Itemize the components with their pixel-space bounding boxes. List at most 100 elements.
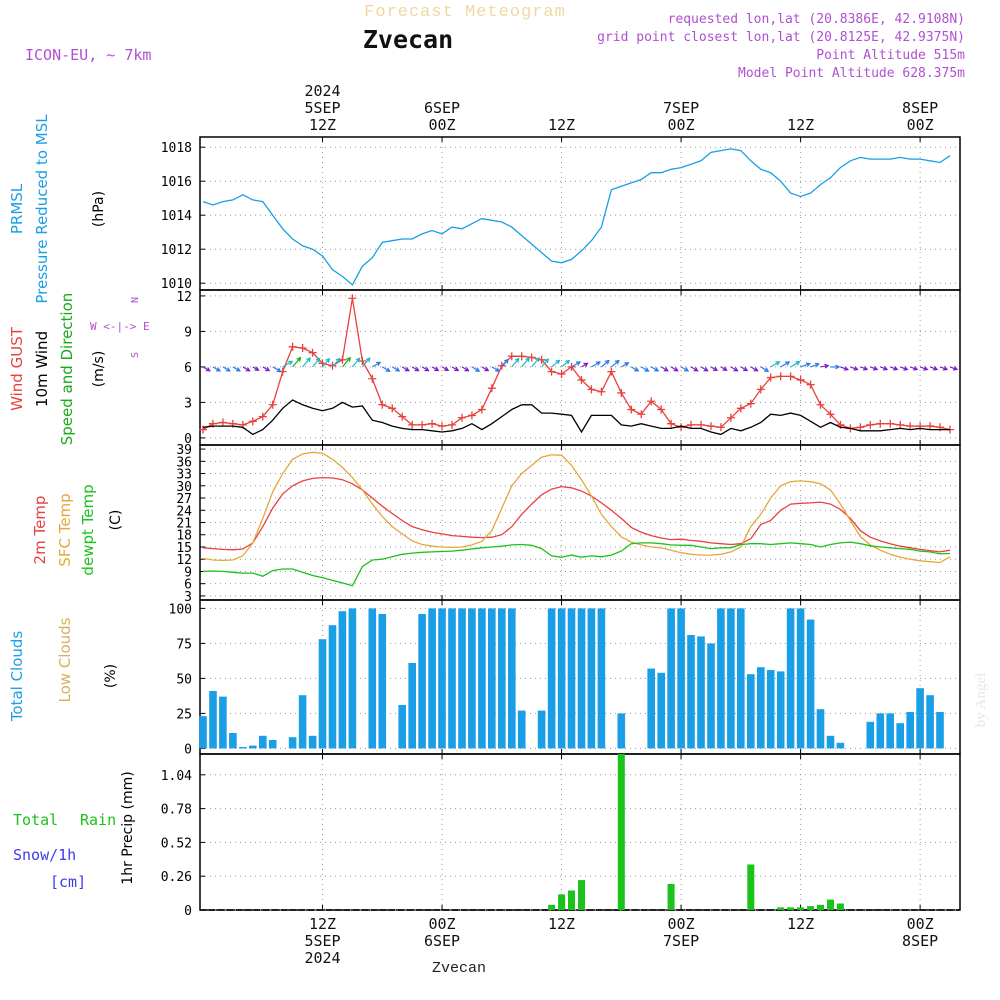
y-tick-label: 0: [184, 742, 192, 757]
wind-arrow: [471, 366, 480, 372]
precip-bar: [558, 894, 566, 910]
x-tick-label-bottom: 7SEP: [663, 932, 699, 950]
wind-arrow-head: [245, 367, 251, 372]
cloud-bar: [866, 721, 875, 749]
data-point: [348, 294, 357, 303]
x-tick-label-bottom: 12Z: [787, 915, 814, 933]
cloud-bar: [318, 639, 327, 749]
location-title: Zvecan: [363, 25, 453, 54]
wind-arrow: [919, 366, 928, 371]
wind-arrow: [541, 358, 549, 368]
precip-bar: [836, 903, 844, 910]
y-tick-label: 1016: [161, 175, 192, 190]
y-tick-label: 6: [184, 361, 192, 376]
wind-arrow: [222, 366, 231, 372]
legend-snow-unit: [cm]: [50, 873, 86, 891]
legend-total: Total: [13, 811, 58, 829]
cloud-bar: [816, 709, 825, 749]
x-tick-label-top: 7SEP: [663, 99, 699, 117]
credit-watermark: by Angel: [973, 673, 989, 728]
wind-arrow-head: [385, 367, 391, 372]
cloud-bar: [876, 713, 885, 749]
axis-label-unit: (m/s): [91, 351, 107, 388]
cloud-bar: [498, 608, 506, 749]
y-tick-label: 33: [176, 468, 192, 483]
data-point: [507, 352, 516, 361]
cloud-bar: [717, 608, 725, 749]
x-tick-label-top: 12Z: [787, 116, 814, 134]
data-point: [248, 417, 257, 426]
x-tick-label-top: 12Z: [548, 116, 575, 134]
wind-arrow: [770, 361, 780, 368]
wind-arrow-head: [712, 366, 719, 372]
data-point: [418, 420, 427, 429]
wind-arrow-head: [565, 359, 571, 365]
data-point: [328, 361, 337, 370]
wind-arrow-head: [644, 367, 650, 372]
wind-arrow: [282, 360, 293, 368]
y-tick-label: 3: [184, 396, 192, 411]
cloud-bar: [259, 735, 267, 749]
x-tick-label-bottom: 00Z: [428, 915, 455, 933]
data-point: [796, 375, 805, 384]
wind-arrow-head: [484, 366, 490, 372]
data-point: [667, 419, 676, 428]
cloud-bar: [199, 716, 207, 749]
cloud-bar: [687, 635, 695, 749]
cloud-bar: [557, 608, 566, 749]
cloud-bar: [796, 608, 805, 749]
wind-arrow: [790, 361, 800, 368]
wind-arrow-head: [913, 366, 919, 371]
data-point: [736, 404, 745, 413]
precip-bar: [667, 884, 675, 910]
cloud-bar: [757, 667, 765, 749]
cloud-bar: [547, 608, 556, 749]
wind-arrow: [322, 358, 330, 368]
wind-arrow-head: [604, 359, 610, 365]
wind-arrow-head: [215, 367, 221, 372]
cloud-bar: [338, 611, 347, 749]
wind-arrow-head: [254, 366, 260, 371]
cloud-bar: [647, 668, 655, 749]
cloud-bar: [597, 608, 606, 749]
axis-label-unit: (hPa): [91, 191, 107, 227]
series-line: [202, 476, 951, 553]
data-point: [587, 385, 596, 394]
data-point: [766, 373, 775, 382]
wind-arrow-head: [464, 366, 470, 372]
wind-arrow-head: [205, 367, 211, 372]
wind-arrow-head: [795, 361, 801, 366]
wind-arrow: [640, 366, 649, 372]
wind-arrow: [272, 366, 281, 372]
panel-precip: 0 0.26 0.52 0.78 1.04: [161, 753, 961, 919]
wind-arrow-head: [365, 357, 371, 363]
series-line: [202, 298, 951, 431]
data-point: [448, 420, 456, 429]
panel-wind: 0 3 6 9 12: [176, 289, 961, 447]
cloud-bar: [727, 608, 735, 749]
cloud-bar: [249, 745, 257, 749]
data-point: [268, 400, 277, 409]
y-tick-label: 75: [176, 637, 192, 652]
cloud-bar: [239, 747, 247, 749]
data-point: [657, 405, 666, 414]
data-point: [886, 419, 895, 428]
axis-label-unit: (C): [108, 510, 124, 531]
wind-arrow: [302, 357, 311, 368]
y-tick-label: 1010: [161, 277, 192, 292]
cloud-bar: [617, 713, 626, 749]
wind-arrow: [351, 357, 361, 368]
cloud-bar: [458, 608, 466, 749]
cloud-bar: [517, 710, 526, 749]
y-tick-label: 6: [184, 578, 192, 593]
precip-bar: [568, 890, 575, 910]
wind-arrow-head: [404, 366, 410, 372]
cloud-bar: [328, 625, 337, 749]
wind-arrow: [491, 366, 500, 372]
y-tick-label: 12: [176, 553, 192, 568]
precip-bar: [548, 904, 556, 910]
data-point: [856, 423, 865, 432]
data-point: [607, 367, 616, 376]
data-point: [896, 420, 905, 429]
